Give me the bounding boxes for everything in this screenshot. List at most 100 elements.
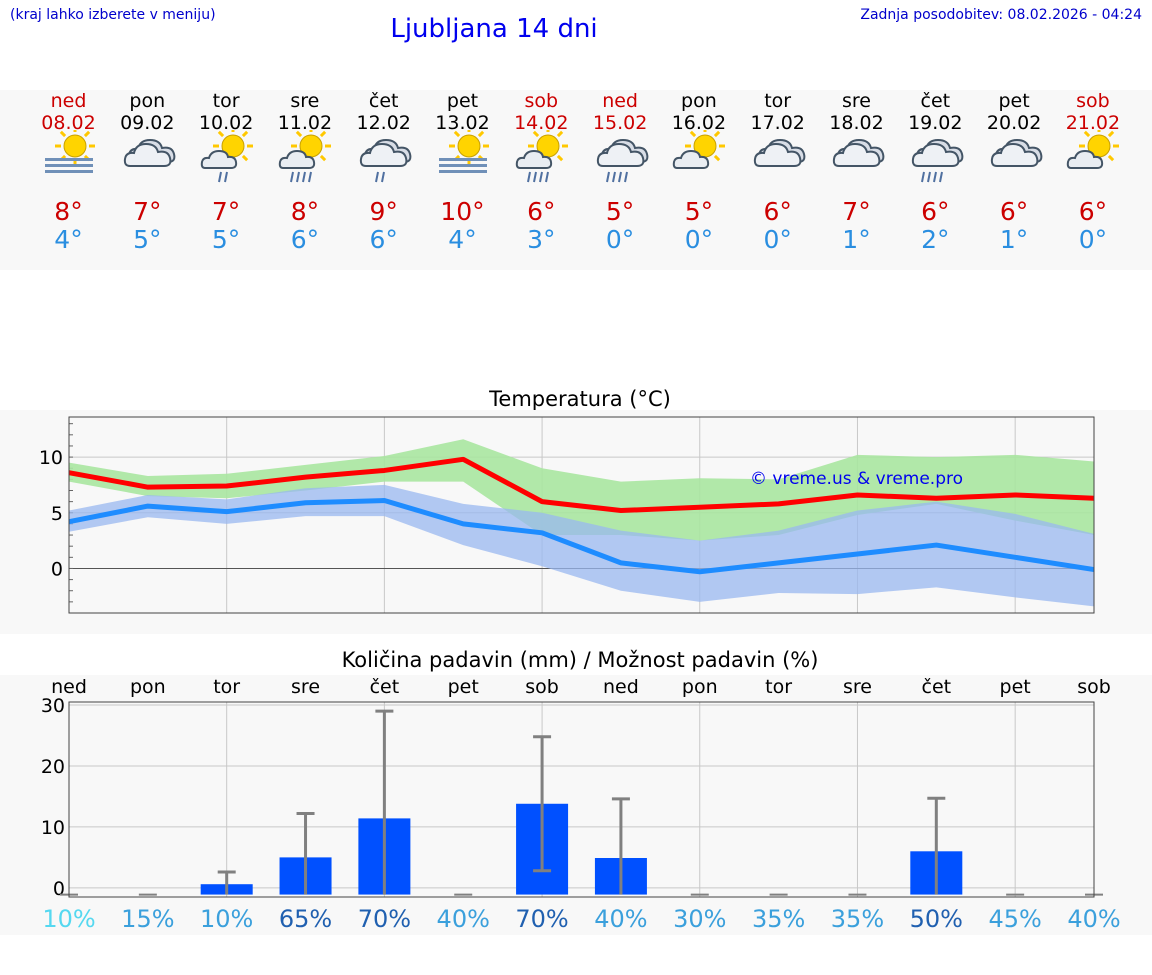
cloudy-icon [987,130,1043,178]
y-tick-label: 10 [39,447,63,469]
day-column: čet 19.02 6° 2° [896,90,975,254]
cloud-heavy-rain-icon [908,130,964,183]
temp-min: 1° [999,225,1029,254]
x-category-label: tor [213,676,240,698]
day-date: 12.02 [356,112,411,134]
y-tick-label: 30 [41,695,65,717]
x-category-label: pon [130,676,166,698]
temp-min: 6° [369,225,398,254]
y-tick-label: 0 [51,558,63,580]
precipitation-chart-band: ned pon tor sre čet pet sob ned pon tor sre čet pet s… [0,675,1152,935]
day-name: ned [602,90,638,112]
sun-fog-icon [41,126,97,178]
temp-max: 8° [54,197,83,226]
temp-min: 3° [527,225,556,254]
sun-fog-icon [435,126,491,178]
temp-max: 6° [1078,197,1108,226]
temp-max: 5° [684,197,714,226]
day-name: pon [129,90,166,112]
day-name: čet [920,90,951,112]
day-date: 09.02 [120,112,175,134]
temperature-chart: 0 5 10 © vreme.us & vreme.pro [39,416,1095,614]
day-name: čet [368,90,399,112]
day-date: 15.02 [592,112,648,134]
temp-max: 6° [527,197,556,226]
precipitation-chart: ned pon tor sre čet pet sob ned pon tor sre čet pet s… [41,676,1121,933]
precip-probability-label: 35% [752,905,805,933]
day-name: tor [212,90,240,112]
location-hint: (kraj lahko izberete v meniju) [10,7,216,23]
y-tick-label: 10 [41,817,65,839]
precip-probability-label: 45% [988,905,1041,933]
day-name: pet [998,90,1030,112]
cloudy-icon [750,130,806,178]
day-date: 19.02 [908,112,963,134]
temp-max: 7° [842,197,871,226]
sun-cloud-heavy-rain-icon [514,126,570,183]
temp-max: 10° [440,197,485,226]
sun-cloud-heavy-rain-icon [277,126,333,183]
sun-cloud-rain-icon [199,126,255,183]
precip-probability-label: 15% [121,905,174,933]
x-category-label: pet [448,676,479,698]
temp-max: 6° [763,197,792,226]
temperature-chart-band: 0 5 10 © vreme.us & vreme.pro [0,410,1152,634]
sun-cloud-icon [671,126,727,178]
min-temp-line [68,498,1095,575]
day-name: pon [681,90,717,112]
temp-max: 6° [921,197,950,226]
x-category-label: čet [370,676,400,698]
day-column: čet 12.02 9° 6° [344,90,423,254]
day-date: 16.02 [671,112,727,134]
cloudy-icon [829,130,885,178]
day-date: 10.02 [198,112,254,134]
precip-probability-label: 10% [200,905,253,933]
day-column: pon 09.02 7° 5° [108,90,187,254]
precip-probability-label: 30% [673,905,726,933]
watermark: © vreme.us & vreme.pro [750,469,963,489]
precip-probability-label: 40% [594,905,647,933]
temp-min: 5° [133,225,162,254]
cloud-heavy-rain-icon [593,130,649,183]
cloud-rain-icon [356,130,412,183]
x-category-label: ned [51,676,87,698]
precip-probability-label: 50% [910,905,963,933]
day-column: tor 17.02 6° 0° [738,90,817,254]
temp-min: 2° [921,225,950,254]
day-date: 21.02 [1065,112,1121,134]
temp-max: 7° [133,197,162,226]
y-tick-label: 0 [53,878,65,900]
x-category-label: sob [1077,676,1111,698]
day-name: sob [524,90,559,112]
day-column: tor 10.02 7° 5° [187,90,266,254]
day-column: ned 15.02 5° 0° [581,90,660,254]
precip-probability-label: 40% [1067,905,1120,933]
precip-probability-label: 70% [515,905,568,933]
x-category-label: čet [922,676,952,698]
day-name: sob [1076,90,1110,112]
temperature-chart-title: Temperatura (°C) [489,387,671,411]
y-tick-label: 5 [51,503,63,525]
temp-min: 0° [763,225,792,254]
sun-cloud-icon [1065,126,1121,178]
x-category-label: tor [765,676,792,698]
day-column: sre 11.02 8° 6° [265,90,344,254]
day-column: sob 14.02 6° 3° [502,90,581,254]
precipitation-chart-title: Količina padavin (mm) / Možnost padavin … [341,648,819,672]
max-range-band [69,439,1094,541]
day-date: 20.02 [986,112,1042,134]
temp-min: 0° [1078,225,1108,254]
precip-probability-label: 65% [279,905,332,933]
max-temp-line [68,456,1095,514]
day-column: pet 20.02 6° 1° [975,90,1054,254]
day-column: ned 08.02 8° 4° [29,90,108,254]
day-date: 08.02 [41,112,96,134]
day-name: ned [50,90,87,112]
forecast-strip: ned 08.02 8° 4° pon 09.02 7° 5° tor 10.02 7° 5° sre 1… [0,90,1152,270]
x-category-label: sre [291,676,320,698]
plot-frame [68,416,1095,614]
temp-max: 7° [211,197,241,226]
day-name: sre [290,90,320,112]
temp-min: 5° [211,225,241,254]
x-category-label: sob [525,676,559,698]
